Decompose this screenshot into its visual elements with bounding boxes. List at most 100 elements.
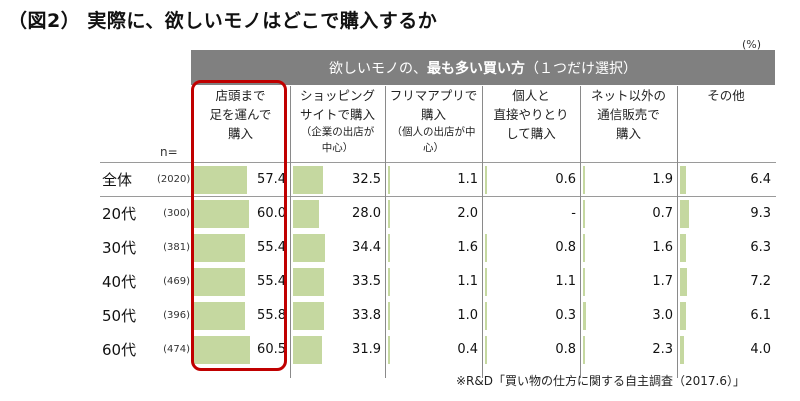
data-cell: 60.5 — [192, 333, 290, 367]
data-cell: 0.4 — [386, 333, 482, 367]
value-bar — [194, 302, 246, 330]
data-cell: 55.4 — [192, 231, 290, 265]
column-header-line: 足を運んで — [209, 107, 272, 122]
value-label: 1.1 — [457, 172, 478, 187]
band-prefix: 欲しいモノの、 — [329, 60, 427, 77]
table-row: 20代 (300) 60.0 28.0 2.0 - 0.7 9.3 — [100, 197, 776, 231]
row-sample-size: (2020) — [157, 174, 191, 185]
column-header-line: 直接やりとり — [493, 107, 569, 122]
value-bar — [293, 336, 323, 364]
data-cell: 1.1 — [386, 163, 482, 197]
data-cell: 0.6 — [483, 163, 580, 197]
value-label: 6.4 — [750, 172, 771, 187]
value-bar — [485, 268, 487, 296]
table-row: 60代 (474) 60.5 31.9 0.4 0.8 2.3 4.0 — [100, 333, 776, 367]
value-label: 6.3 — [750, 240, 771, 255]
data-cell: 0.7 — [581, 197, 677, 231]
value-label: 0.7 — [652, 206, 673, 221]
column-header-line: して購入 — [506, 126, 556, 141]
column-header-line: 購入 — [227, 126, 253, 141]
data-cell: 7.2 — [678, 265, 775, 299]
column-divider — [677, 86, 678, 378]
data-cell: 4.0 — [678, 333, 775, 367]
value-bar — [680, 302, 686, 330]
value-label: 55.4 — [257, 274, 286, 289]
value-label: 28.0 — [352, 206, 381, 221]
value-label: - — [571, 206, 576, 221]
data-cell: 0.8 — [483, 333, 580, 367]
value-bar — [680, 200, 689, 228]
band-emphasis: 最も多い買い方 — [427, 60, 525, 77]
unit-label: (%) — [742, 38, 762, 51]
data-cell: 1.6 — [581, 231, 677, 265]
column-header-line: その他 — [707, 88, 745, 103]
value-label: 60.5 — [257, 342, 286, 357]
value-label: 1.6 — [652, 240, 673, 255]
value-label: 2.3 — [652, 342, 673, 357]
data-cell: 2.0 — [386, 197, 482, 231]
column-header: ネット以外の 通信販売で購入 — [580, 86, 677, 162]
row-sample-size: (381) — [163, 242, 190, 253]
table-row: 全体 (2020) 57.4 32.5 1.1 0.6 1.9 6.4 — [100, 163, 776, 197]
value-label: 55.4 — [257, 240, 286, 255]
value-label: 1.9 — [652, 172, 673, 187]
column-header-line: ネット以外の — [590, 88, 666, 103]
source-note: ※R&D「買い物の仕方に関する自主調査（2017.6）」 — [456, 374, 745, 388]
value-label: 1.1 — [457, 274, 478, 289]
data-cell: 55.4 — [192, 265, 290, 299]
data-cell: 60.0 — [192, 197, 290, 231]
value-label: 0.8 — [555, 240, 576, 255]
data-cell: 57.4 — [192, 163, 290, 197]
value-bar — [293, 234, 325, 262]
value-bar — [293, 302, 325, 330]
data-cell: 0.8 — [483, 231, 580, 265]
value-bar — [485, 336, 487, 364]
row-label: 全体 — [102, 171, 133, 189]
value-bar — [194, 268, 245, 296]
value-bar — [194, 166, 247, 194]
data-cell: 1.1 — [386, 265, 482, 299]
value-label: 32.5 — [352, 172, 381, 187]
value-bar — [485, 166, 487, 194]
value-label: 1.1 — [555, 274, 576, 289]
column-header-line: 通信販売で — [597, 107, 660, 122]
value-bar — [388, 234, 390, 262]
column-divider — [482, 86, 483, 378]
value-bar — [583, 166, 585, 194]
data-cell: 6.4 — [678, 163, 775, 197]
total-row-divider — [100, 196, 776, 197]
value-bar — [680, 268, 687, 296]
row-sample-size: (300) — [163, 208, 190, 219]
data-cell: 1.0 — [386, 299, 482, 333]
value-label: 1.6 — [457, 240, 478, 255]
column-header-line: ショッピング — [299, 88, 375, 103]
value-label: 2.0 — [457, 206, 478, 221]
column-header-line: 購入 — [420, 107, 446, 122]
column-header-line: 購入 — [615, 126, 641, 141]
row-sample-size: (469) — [163, 276, 190, 287]
value-label: 57.4 — [257, 172, 286, 187]
data-cell: 1.6 — [386, 231, 482, 265]
table-row: 40代 (469) 55.4 33.5 1.1 1.1 1.7 7.2 — [100, 265, 776, 299]
column-header: その他 — [677, 86, 775, 162]
value-bar — [583, 200, 585, 228]
column-divider — [385, 86, 386, 378]
data-cell: 6.3 — [678, 231, 775, 265]
value-bar — [194, 200, 250, 228]
row-sample-size: (474) — [163, 344, 190, 355]
value-label: 34.4 — [352, 240, 381, 255]
value-bar — [485, 302, 487, 330]
column-header-line: 個人と — [512, 88, 550, 103]
value-bar — [583, 234, 585, 262]
value-bar — [485, 234, 487, 262]
value-bar — [388, 336, 390, 364]
data-cell: 2.3 — [581, 333, 677, 367]
value-label: 0.8 — [555, 342, 576, 357]
value-label: 7.2 — [750, 274, 771, 289]
column-header-sub: （企業の出店が中心） — [300, 126, 375, 154]
data-cell: 31.9 — [291, 333, 385, 367]
row-label: 40代 — [102, 273, 137, 291]
n-label: n= — [160, 145, 178, 159]
data-cell: 0.3 — [483, 299, 580, 333]
column-divider — [290, 86, 291, 378]
